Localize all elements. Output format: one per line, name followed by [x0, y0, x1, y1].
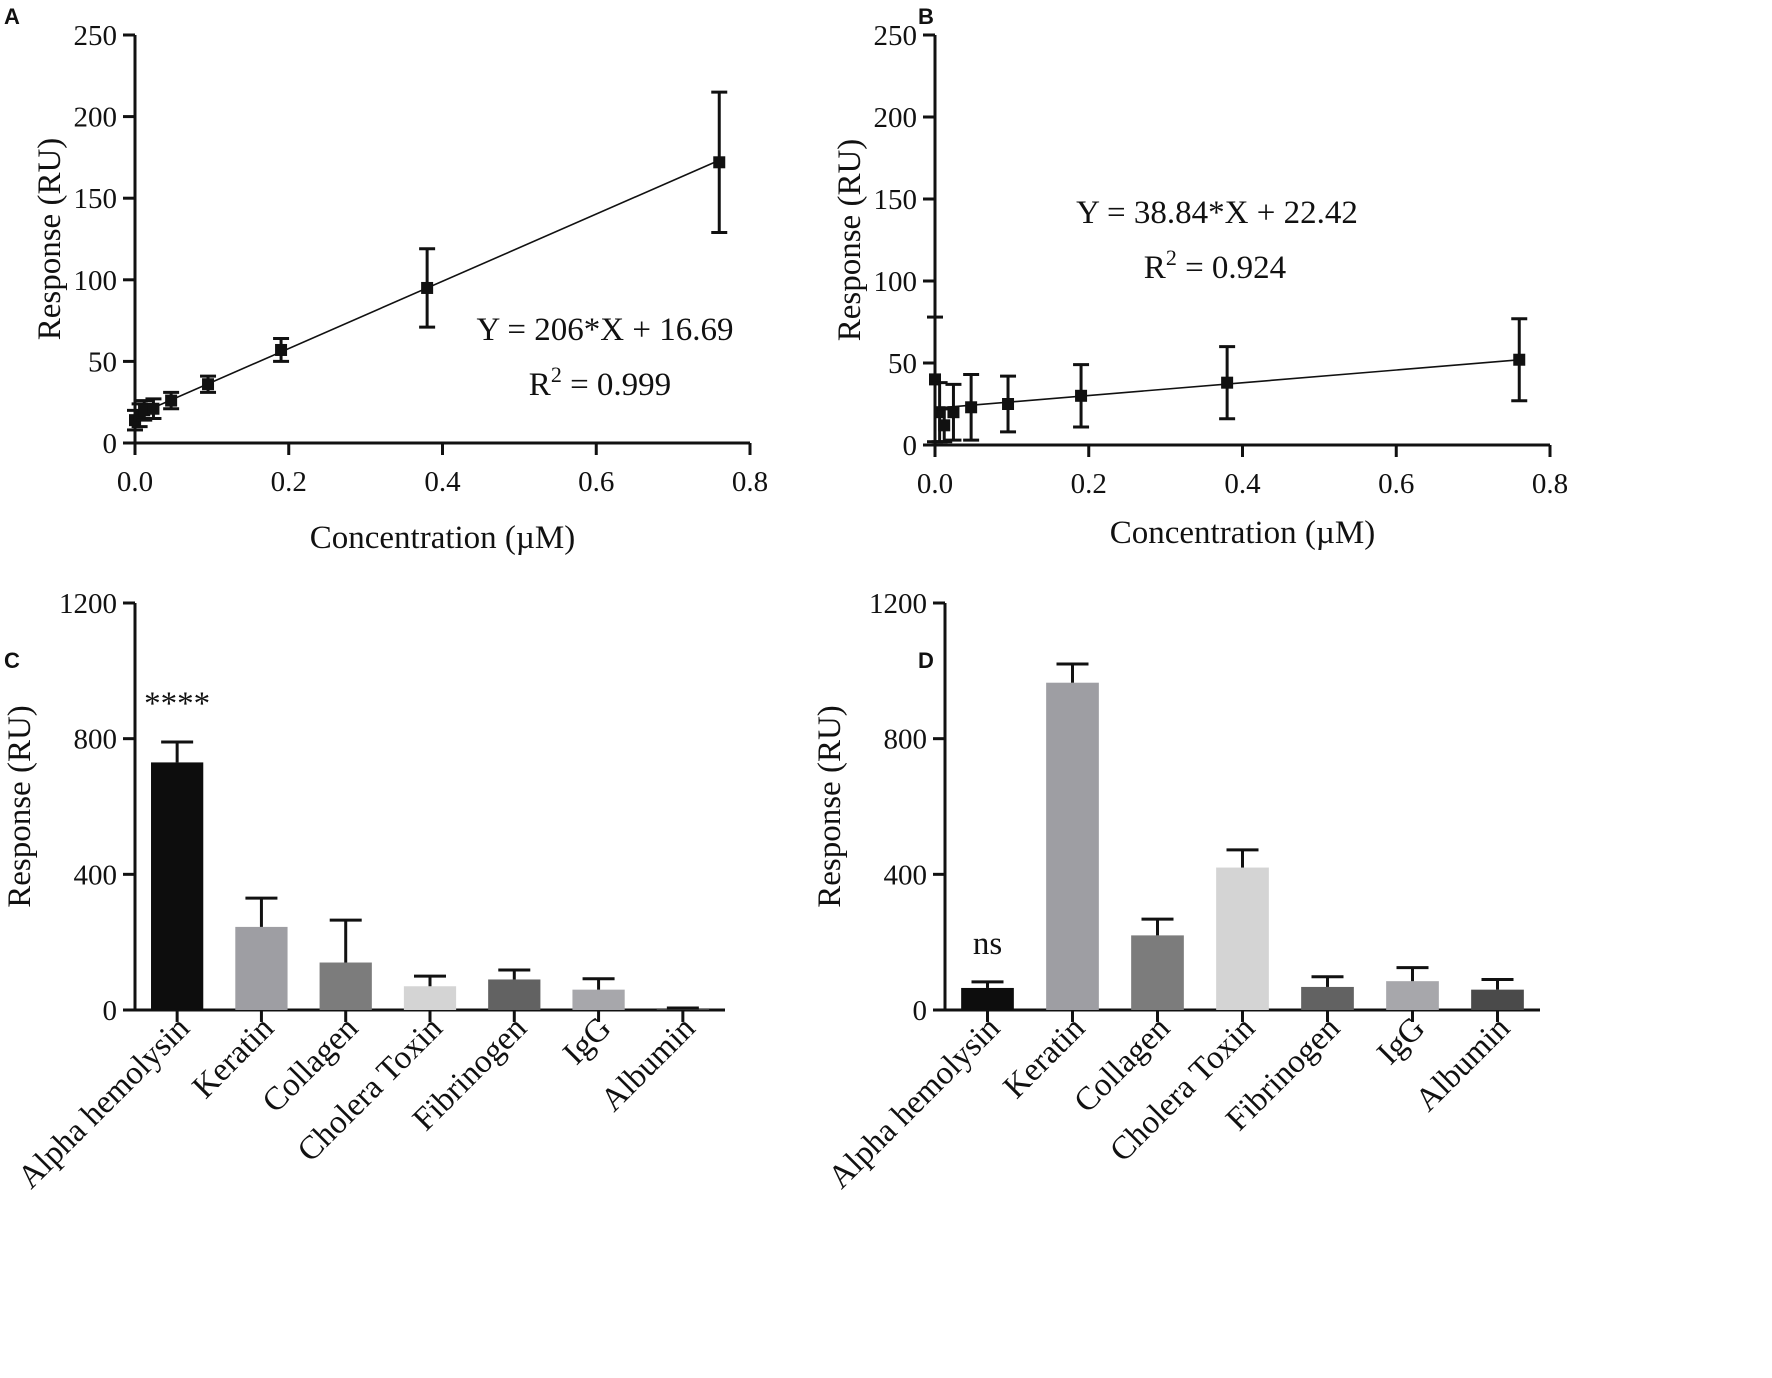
- data-point: [1002, 398, 1015, 410]
- y-tick-label: 250: [74, 20, 118, 52]
- bar-alpha-hemolysin: [961, 987, 1014, 1010]
- panel-letter-c: C: [4, 648, 20, 673]
- r-squared-label: R2 = 0.924: [1144, 245, 1286, 286]
- bar-keratin: [235, 926, 288, 1010]
- data-point: [138, 404, 151, 417]
- bar-fibrinogen: [488, 979, 541, 1010]
- data-point: [202, 378, 215, 391]
- bar-collagen: [319, 962, 372, 1010]
- y-axis-title: Response (RU): [2, 705, 38, 908]
- category-label: Albumin: [1409, 1010, 1517, 1118]
- x-tick-label: 0.2: [1071, 468, 1107, 500]
- significance-annotation: ****: [144, 686, 210, 722]
- r-squared-value: = 0.999: [562, 367, 671, 403]
- y-tick-label: 150: [74, 183, 118, 215]
- fit-equation: Y = 206*X + 16.69: [477, 312, 734, 348]
- bar-igg: [1386, 981, 1439, 1010]
- y-tick-label: 400: [74, 859, 118, 891]
- data-point: [275, 343, 288, 356]
- y-tick-label: 1200: [59, 588, 117, 620]
- x-tick-label: 0.4: [1224, 468, 1261, 500]
- panel-letter-d: D: [918, 648, 934, 673]
- y-tick-label: 800: [884, 724, 928, 756]
- x-tick-label: 0.6: [1378, 468, 1414, 500]
- fit-equation: Y = 38.84*X + 22.42: [1076, 195, 1358, 231]
- r-squared-value: = 0.924: [1177, 250, 1286, 286]
- y-tick-label: 0: [103, 995, 118, 1027]
- data-point: [938, 419, 951, 432]
- bar-collagen: [1131, 935, 1184, 1010]
- y-tick-label: 0: [103, 428, 118, 460]
- panel-c-bar-chart: 0 400 800 1200 Response (RU) Alpha hemolysin *…: [2, 588, 725, 1196]
- y-tick-label: 400: [884, 859, 928, 891]
- data-point: [1075, 389, 1088, 402]
- y-tick-label: 50: [88, 346, 117, 378]
- panel-a-scatter-chart: 0 50 100 150 200 250 0.0 0.2 0.4 0.6 0.8 Concentrat…: [32, 20, 768, 556]
- data-point: [147, 402, 160, 415]
- y-axis-title: Response (RU): [832, 139, 868, 342]
- significance-annotation: ns: [973, 926, 1002, 962]
- r-squared-exponent: 2: [1166, 245, 1177, 270]
- x-tick-label: 0.0: [917, 468, 953, 500]
- y-axis-title: Response (RU): [32, 138, 68, 341]
- y-tick-label: 800: [74, 724, 118, 756]
- r-squared-label: R2 = 0.999: [529, 362, 671, 403]
- y-tick-label: 0: [913, 995, 928, 1027]
- x-axis-title: Concentration (µM): [1110, 515, 1376, 551]
- y-tick-label: 1200: [869, 588, 927, 620]
- y-tick-label: 100: [74, 265, 118, 297]
- data-point: [421, 281, 434, 294]
- category-label: Alpha hemolysin: [822, 1010, 1008, 1196]
- category-label: Alpha hemolysin: [11, 1010, 197, 1196]
- bar-igg: [572, 989, 625, 1010]
- category-label: Cholera Toxin: [291, 1010, 450, 1169]
- x-tick-label: 0.6: [578, 466, 614, 498]
- data-point: [965, 401, 978, 414]
- panel-letter-b: B: [918, 4, 934, 29]
- x-axis-title: Concentration (µM): [310, 520, 576, 556]
- panel-d-bar-chart: 0 400 800 1200 Response (RU) Alpha hemolysin n…: [812, 588, 1540, 1196]
- y-tick-label: 0: [903, 430, 918, 462]
- y-tick-label: 250: [874, 20, 918, 52]
- y-tick-label: 200: [74, 102, 118, 134]
- category-label: Albumin: [594, 1010, 702, 1118]
- x-tick-label: 0.4: [424, 466, 461, 498]
- y-tick-label: 100: [874, 266, 918, 298]
- r-squared-exponent: 2: [551, 362, 562, 387]
- bar-cholera-toxin: [403, 986, 457, 1010]
- y-tick-label: 200: [874, 102, 918, 134]
- data-point: [1513, 353, 1526, 366]
- bar-alpha-hemolysin: [151, 762, 204, 1010]
- data-point: [947, 406, 960, 419]
- data-point: [713, 156, 726, 169]
- y-tick-label: 50: [888, 348, 917, 380]
- panel-letter-a: A: [4, 4, 20, 29]
- r-squared-symbol: R: [1144, 250, 1166, 286]
- x-tick-label: 0.8: [732, 466, 768, 498]
- data-point: [165, 394, 178, 407]
- category-label: IgG: [1370, 1010, 1432, 1072]
- x-tick-label: 0.0: [117, 466, 153, 498]
- y-tick-label: 150: [874, 184, 918, 216]
- bar-fibrinogen: [1301, 986, 1354, 1010]
- r-squared-symbol: R: [529, 367, 551, 403]
- bar-keratin: [1046, 682, 1099, 1010]
- bar-albumin: [656, 1008, 709, 1010]
- y-axis-title: Response (RU): [812, 705, 848, 908]
- bar-cholera-toxin: [1216, 867, 1269, 1010]
- x-tick-label: 0.8: [1532, 468, 1568, 500]
- data-point: [1221, 376, 1234, 389]
- bar-albumin: [1471, 989, 1524, 1010]
- category-label: IgG: [556, 1010, 618, 1072]
- panel-b-scatter-chart: 0 50 100 150 200 250 0.0 0.2 0.4 0.6 0.8 Concentrat…: [832, 20, 1568, 551]
- x-tick-label: 0.2: [271, 466, 307, 498]
